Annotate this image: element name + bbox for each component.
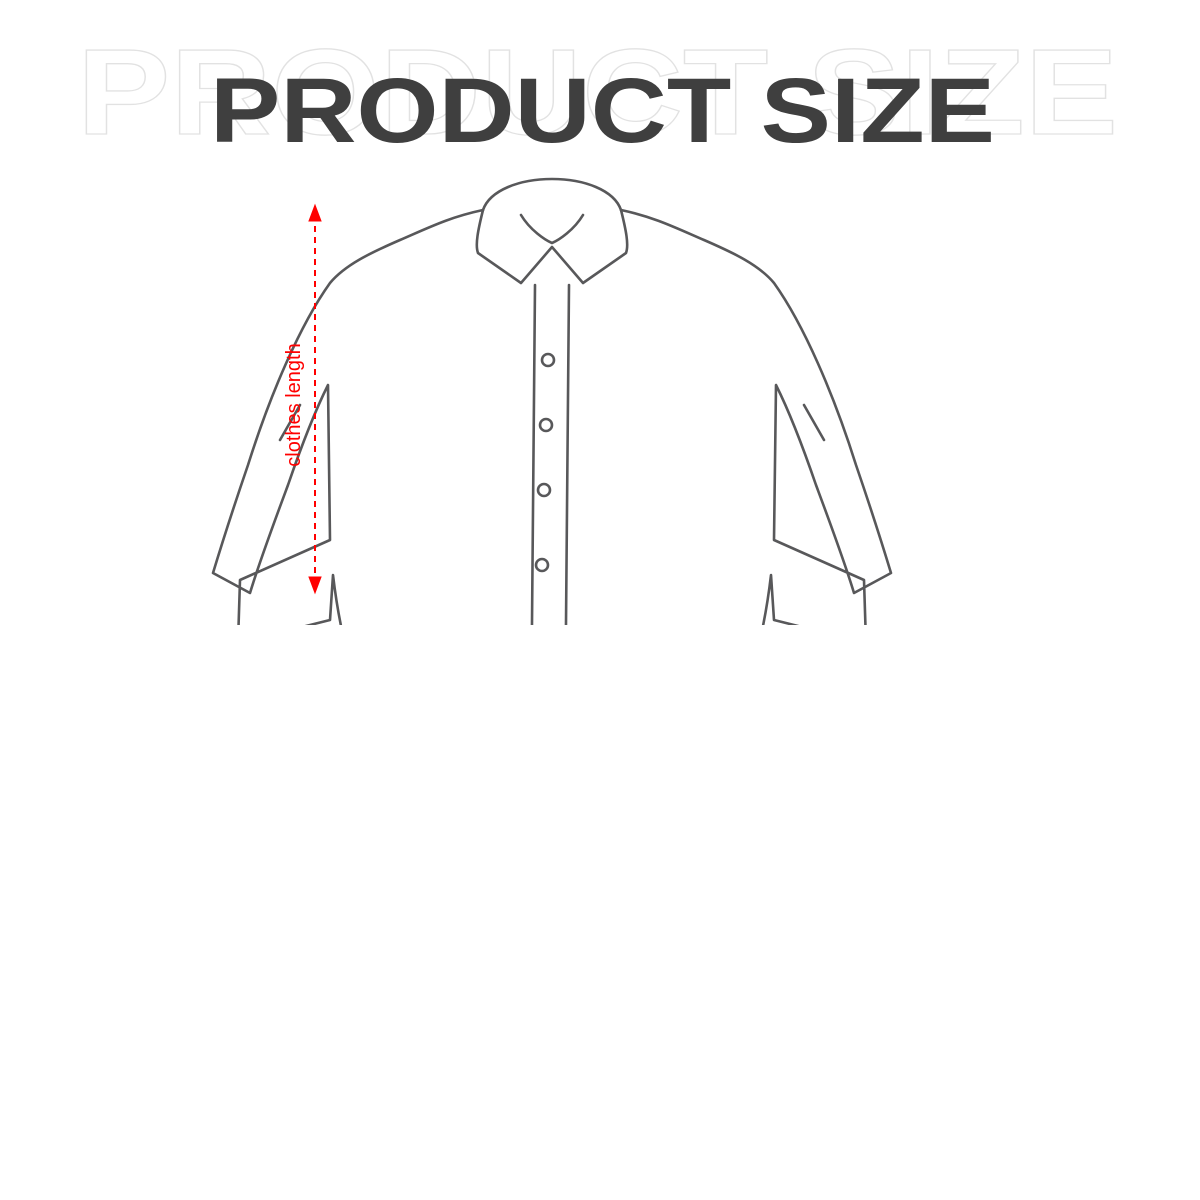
svg-text:PRODUCT SIZE: PRODUCT SIZE — [210, 60, 995, 162]
svg-text:clothes length: clothes length — [283, 343, 305, 466]
